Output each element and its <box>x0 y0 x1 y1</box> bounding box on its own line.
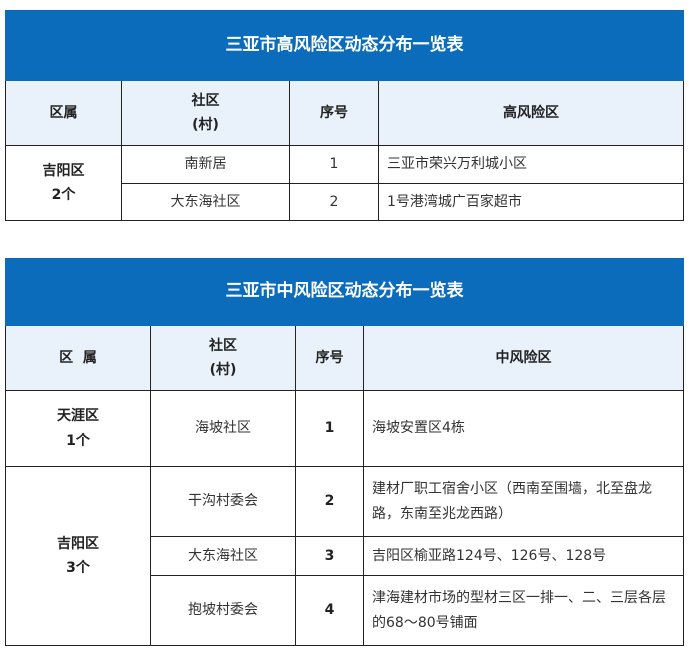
number-cell: 4 <box>295 575 364 646</box>
number-cell: 3 <box>295 536 364 576</box>
table-row: 抱坡村委会 4 津海建材市场的型材三区一排一、二、三层各层的68～80号铺面 <box>6 575 684 646</box>
header-community-line2: (村) <box>192 117 219 133</box>
header-area: 高风险区 <box>378 80 684 146</box>
area-cell: 津海建材市场的型材三区一排一、二、三层各层的68～80号铺面 <box>363 575 684 646</box>
community-cell: 抱坡村委会 <box>150 575 296 646</box>
community-cell: 大东海社区 <box>150 536 296 576</box>
header-community-line1: 社区 <box>191 92 220 109</box>
area-cell: 海坡安置区4栋 <box>363 390 684 467</box>
header-community-line2: (村) <box>209 362 237 378</box>
table-title: 三亚市中风险区动态分布一览表 <box>5 258 684 326</box>
community-cell: 南新居 <box>121 145 290 184</box>
district-count: 2个 <box>51 187 76 203</box>
table-row: 大东海社区 3 吉阳区榆亚路124号、126号、128号 <box>6 536 684 576</box>
area-cell: 吉阳区榆亚路124号、126号、128号 <box>363 536 684 576</box>
district-count: 1个 <box>66 432 90 449</box>
medium-risk-table: 三亚市中风险区动态分布一览表 区 属 社区 (村) 序号 中风险区 天涯区 1个 海… <box>5 258 684 646</box>
table-title: 三亚市高风险区动态分布一览表 <box>5 10 684 81</box>
area-cell: 1号港湾城广百家超市 <box>378 183 684 221</box>
community-cell: 海坡社区 <box>150 390 296 467</box>
header-number: 序号 <box>295 325 364 391</box>
header-community-line1: 社区 <box>209 337 237 354</box>
community-cell: 大东海社区 <box>121 183 290 221</box>
district-name: 吉阳区 <box>42 162 85 179</box>
district-cell: 吉阳区 2个 <box>5 145 122 221</box>
district-count: 3个 <box>66 560 90 576</box>
table-row: 吉阳区 3个 干沟村委会 2 建材厂职工宿舍小区（西南至围墙，北至盘龙路，东南至兆… <box>5 466 684 646</box>
header-community: 社区 (村) <box>121 80 290 146</box>
area-cell: 三亚市荣兴万利城小区 <box>378 145 684 184</box>
table-row: 吉阳区 2个 南新居 1 三亚市荣兴万利城小区 <box>5 145 684 221</box>
district-name: 吉阳区 <box>57 535 99 552</box>
number-cell: 2 <box>289 183 379 221</box>
table-row: 天涯区 1个 海坡社区 1 海坡安置区4栋 <box>5 390 684 467</box>
header-number: 序号 <box>289 80 379 146</box>
header-district: 区属 <box>5 80 122 146</box>
district-name: 天涯区 <box>57 408 99 424</box>
table-row: 大东海社区 2 1号港湾城广百家超市 <box>6 183 684 221</box>
header-district: 区 属 <box>5 325 151 391</box>
high-risk-table: 三亚市高风险区动态分布一览表 区属 社区 (村) 序号 高风险区 吉阳区 2个 南新… <box>5 10 684 221</box>
number-cell: 1 <box>289 145 379 184</box>
district-cell: 吉阳区 3个 <box>5 466 151 646</box>
area-cell: 建材厂职工宿舍小区（西南至围墙，北至盘龙路，东南至兆龙西路） <box>363 466 684 537</box>
number-cell: 2 <box>295 466 364 537</box>
header-area: 中风险区 <box>363 325 684 391</box>
number-cell: 1 <box>295 390 364 467</box>
community-cell: 干沟村委会 <box>150 466 296 537</box>
district-cell: 天涯区 1个 <box>5 390 151 467</box>
header-community: 社区 (村) <box>150 325 296 391</box>
